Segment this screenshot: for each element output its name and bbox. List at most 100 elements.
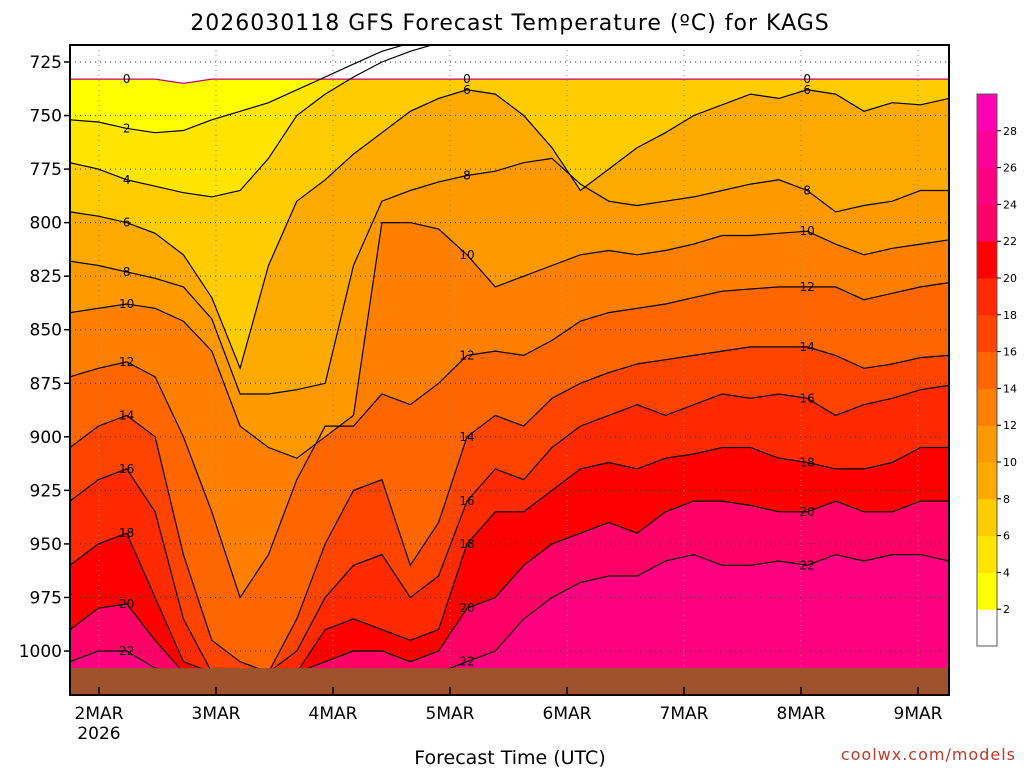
ground-surface (70, 668, 949, 695)
x-tick-label: 5MAR (426, 704, 475, 724)
chart-title: 2026030118 GFS Forecast Temperature (ºC)… (190, 11, 830, 36)
colorbar-swatch (977, 462, 997, 500)
colorbar-swatch (977, 130, 997, 169)
colorbar-tick-label: 20 (1003, 272, 1017, 285)
isotherm-label: 2 (123, 121, 131, 135)
isotherm-line (70, 346, 949, 674)
isotherm-label: 8 (463, 169, 471, 183)
isotherm-label: 12 (800, 280, 815, 294)
colorbar-swatch (977, 425, 997, 463)
y-tick-label: 825 (30, 267, 62, 287)
isotherm-label: 6 (123, 216, 131, 230)
isotherm-line (70, 89, 949, 371)
colorbar-tick-label: 10 (1003, 456, 1017, 469)
y-tick-label: 725 (30, 53, 62, 73)
isotherm-label: 16 (800, 391, 815, 405)
isotherm-label: 20 (800, 505, 815, 519)
colorbar-swatch (977, 535, 997, 573)
isotherm-label: 0 (803, 72, 811, 86)
y-tick-label: 950 (30, 535, 62, 555)
y-tick-label: 800 (30, 214, 62, 234)
isotherm-label: 18 (119, 526, 134, 540)
y-axis: 725 750 775 800 825 850 875 900 925 950 975 1000 (19, 53, 70, 662)
isotherm-label: 10 (459, 248, 474, 262)
colorbar-swatch (977, 167, 997, 205)
y-tick-label: 750 (30, 107, 62, 127)
colorbar-swatch (977, 278, 997, 316)
colorbar-swatch (977, 351, 997, 389)
y-tick-label: 875 (30, 374, 62, 394)
grid-lines (70, 45, 949, 695)
isotherm-label: 10 (800, 224, 815, 238)
y-tick-label: 975 (30, 588, 62, 608)
temperature-band (70, 45, 949, 84)
colorbar-swatch (977, 572, 997, 610)
isotherm-label: 18 (800, 456, 815, 470)
isotherm-label: 14 (800, 340, 815, 354)
colorbar-frame (976, 93, 998, 647)
isotherm-line (70, 45, 434, 198)
isotherm-label: 16 (119, 462, 134, 476)
isotherm-line (70, 78, 949, 85)
colorbar-tick-label: 16 (1003, 346, 1017, 359)
credit-text: coolwx.com/models (841, 745, 1016, 764)
isotherm-line (70, 45, 406, 134)
isotherm-label: 10 (119, 297, 134, 311)
colorbar-tick-label: 12 (1003, 419, 1017, 432)
isotherm-label: 8 (803, 184, 811, 198)
colorbar-swatch (977, 94, 997, 132)
isotherm-label: 8 (123, 265, 131, 279)
y-tick-label: 900 (30, 428, 62, 448)
colorbar-tick-label: 18 (1003, 309, 1017, 322)
isotherm-line (70, 222, 949, 459)
isotherm-label: 6 (803, 83, 811, 97)
x-tick-label: 6MAR (543, 704, 592, 724)
isotherm-label: 14 (119, 408, 134, 422)
isotherm-label: 20 (119, 597, 134, 611)
isotherm-label: 20 (459, 601, 474, 615)
x-tick-label: 9MAR (894, 704, 943, 724)
plot-frame (69, 44, 950, 696)
isotherm-label: 6 (463, 83, 471, 97)
colorbar-tick-label: 28 (1003, 125, 1017, 138)
colorbar-swatch (977, 498, 997, 537)
isotherm-label: 0 (463, 72, 471, 86)
isotherm-label: 12 (119, 355, 134, 369)
y-tick-label: 1000 (19, 642, 62, 662)
colorbar-tick-label: 14 (1003, 382, 1017, 395)
x-tick-label: 2MAR (75, 704, 124, 724)
colorbar-tick-label: 4 (1003, 566, 1010, 579)
temperature-fills (70, 45, 949, 695)
x-axis-label: Forecast Time (UTC) (414, 747, 605, 768)
x-tick-label: 7MAR (660, 704, 709, 724)
isotherm-label: 4 (123, 173, 131, 187)
plot-area: 0 0 0 2 4 6 6 6 8 8 8 10 10 10 12 12 12 14 14 14 16 16 16 18 18 1… (70, 45, 949, 695)
colorbar-swatch (977, 388, 997, 426)
isotherm-label: 18 (459, 537, 474, 551)
y-tick-label: 925 (30, 481, 62, 501)
isotherm-labels: 0 0 0 2 4 6 6 6 8 8 8 10 10 10 12 12 12 14 14 14 16 16 16 18 18 1… (119, 72, 815, 669)
colorbar-tick-label: 26 (1003, 162, 1017, 175)
colorbar-swatch (977, 241, 997, 279)
ground-fill (70, 668, 949, 695)
isotherm-label: 22 (800, 558, 815, 572)
x-tick-label: 8MAR (777, 704, 826, 724)
colorbar-swatch (977, 609, 997, 647)
y-tick-label: 775 (30, 160, 62, 180)
isotherm-line (70, 282, 949, 599)
x-year-label: 2026 (77, 724, 120, 744)
y-tick-label: 850 (30, 321, 62, 341)
colorbar-tick-label: 8 (1003, 493, 1010, 506)
colorbar-tick-label: 2 (1003, 603, 1010, 616)
isotherm-line (70, 157, 949, 395)
colorbar-tick-label: 22 (1003, 235, 1017, 248)
isotherm-label: 0 (123, 72, 131, 86)
colorbar-tick-label: 6 (1003, 530, 1010, 543)
isotherm-label: 14 (459, 430, 474, 444)
isotherm-label: 22 (119, 644, 134, 658)
colorbar-swatch (977, 204, 997, 242)
isotherm-label: 16 (459, 494, 474, 508)
x-tick-label: 3MAR (192, 704, 241, 724)
